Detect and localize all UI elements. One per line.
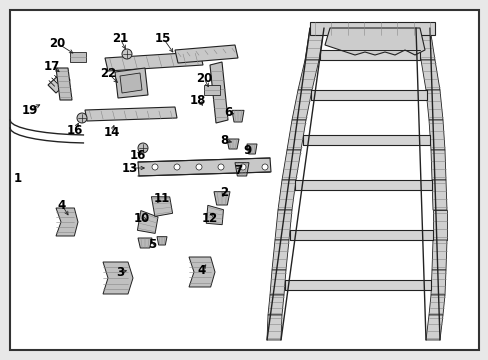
Text: 19: 19 bbox=[22, 104, 38, 117]
Polygon shape bbox=[138, 158, 270, 176]
Polygon shape bbox=[428, 295, 444, 315]
Polygon shape bbox=[284, 280, 430, 290]
Polygon shape bbox=[415, 28, 434, 60]
Text: 22: 22 bbox=[100, 67, 116, 80]
Polygon shape bbox=[309, 22, 434, 35]
Polygon shape bbox=[57, 73, 63, 78]
Polygon shape bbox=[70, 52, 86, 62]
Polygon shape bbox=[48, 72, 70, 93]
Text: 20: 20 bbox=[49, 36, 65, 50]
Polygon shape bbox=[138, 238, 152, 248]
Polygon shape bbox=[278, 180, 295, 210]
Polygon shape bbox=[85, 107, 177, 121]
Circle shape bbox=[218, 164, 224, 170]
Text: 2: 2 bbox=[220, 185, 227, 198]
Polygon shape bbox=[151, 197, 172, 216]
Polygon shape bbox=[137, 211, 158, 233]
Polygon shape bbox=[56, 208, 78, 236]
Polygon shape bbox=[431, 180, 446, 210]
Polygon shape bbox=[189, 257, 215, 287]
Polygon shape bbox=[425, 315, 442, 340]
Polygon shape bbox=[431, 240, 446, 270]
Circle shape bbox=[262, 164, 267, 170]
Polygon shape bbox=[282, 150, 301, 180]
Polygon shape bbox=[432, 210, 446, 240]
Circle shape bbox=[122, 49, 132, 59]
Polygon shape bbox=[269, 270, 285, 295]
Polygon shape bbox=[319, 50, 419, 60]
Text: 12: 12 bbox=[202, 212, 218, 225]
Polygon shape bbox=[203, 85, 220, 95]
Text: 1: 1 bbox=[14, 171, 22, 185]
Polygon shape bbox=[302, 135, 429, 145]
Polygon shape bbox=[310, 90, 426, 100]
Polygon shape bbox=[49, 80, 55, 86]
Polygon shape bbox=[305, 28, 324, 60]
Polygon shape bbox=[103, 262, 133, 294]
Polygon shape bbox=[291, 90, 311, 120]
Text: 10: 10 bbox=[134, 212, 150, 225]
Circle shape bbox=[240, 164, 245, 170]
Polygon shape bbox=[157, 237, 167, 245]
Polygon shape bbox=[274, 210, 291, 240]
Polygon shape bbox=[271, 240, 288, 270]
Polygon shape bbox=[175, 45, 238, 63]
Text: 16: 16 bbox=[129, 149, 146, 162]
Text: 14: 14 bbox=[103, 126, 120, 139]
Circle shape bbox=[196, 164, 202, 170]
Polygon shape bbox=[325, 28, 424, 55]
Polygon shape bbox=[105, 52, 203, 71]
Polygon shape bbox=[226, 139, 239, 149]
Text: 21: 21 bbox=[112, 32, 128, 45]
Circle shape bbox=[77, 113, 87, 123]
Polygon shape bbox=[286, 120, 305, 150]
Text: 13: 13 bbox=[122, 162, 138, 175]
Polygon shape bbox=[246, 144, 257, 154]
Text: 17: 17 bbox=[44, 59, 60, 72]
Polygon shape bbox=[52, 78, 58, 84]
Text: 5: 5 bbox=[147, 238, 156, 251]
Text: 9: 9 bbox=[244, 144, 252, 157]
Text: 4: 4 bbox=[58, 198, 66, 212]
Text: 18: 18 bbox=[189, 94, 206, 107]
Circle shape bbox=[152, 164, 158, 170]
Text: 3: 3 bbox=[116, 266, 124, 279]
Circle shape bbox=[138, 143, 148, 153]
Polygon shape bbox=[231, 110, 244, 122]
Polygon shape bbox=[430, 270, 445, 295]
Polygon shape bbox=[297, 60, 318, 90]
Polygon shape bbox=[54, 75, 61, 81]
Polygon shape bbox=[206, 205, 223, 225]
Text: 20: 20 bbox=[196, 72, 212, 85]
Text: 6: 6 bbox=[224, 105, 232, 118]
Polygon shape bbox=[295, 180, 431, 190]
Text: 15: 15 bbox=[155, 32, 171, 45]
Text: 4: 4 bbox=[198, 264, 206, 276]
Polygon shape bbox=[115, 68, 148, 98]
Polygon shape bbox=[428, 120, 444, 150]
Text: 16: 16 bbox=[67, 123, 83, 136]
Polygon shape bbox=[289, 230, 432, 240]
Polygon shape bbox=[266, 315, 282, 340]
Polygon shape bbox=[425, 90, 442, 120]
Text: 11: 11 bbox=[154, 192, 170, 204]
Text: 8: 8 bbox=[220, 134, 228, 147]
Polygon shape bbox=[430, 150, 445, 180]
Polygon shape bbox=[214, 192, 229, 205]
Polygon shape bbox=[267, 295, 284, 315]
Polygon shape bbox=[56, 68, 72, 100]
Polygon shape bbox=[420, 60, 439, 90]
Polygon shape bbox=[120, 73, 142, 93]
Circle shape bbox=[174, 164, 180, 170]
Text: 7: 7 bbox=[233, 163, 242, 176]
Polygon shape bbox=[209, 62, 227, 123]
Polygon shape bbox=[235, 163, 248, 176]
